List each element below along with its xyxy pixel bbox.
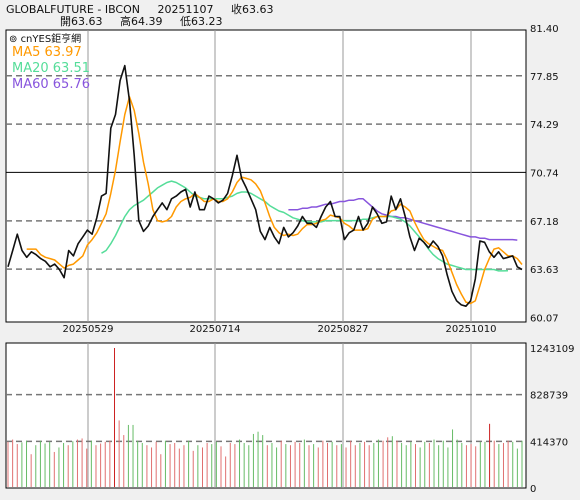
volume-y-tick: 0 — [530, 484, 536, 495]
volume-panel — [5, 342, 527, 489]
price-panel — [5, 29, 527, 323]
price-x-tick: 20250714 — [190, 324, 241, 335]
series-line-ma60 — [288, 198, 518, 241]
symbol-text: GLOBALFUTURE - IBCON — [6, 3, 140, 16]
price-y-tick: 81.40 — [530, 24, 559, 35]
legend-entry: MA60 65.76 — [12, 77, 90, 92]
price-lines — [7, 64, 523, 307]
volume-grid — [6, 343, 526, 488]
price-y-tick: 67.18 — [530, 217, 559, 228]
low-text: 低63.23 — [179, 15, 223, 28]
price-y-tick: 60.07 — [530, 314, 559, 325]
header-line-2: 開63.63 高64.39 低63.23 — [60, 13, 222, 29]
price-y-tick: 63.63 — [530, 265, 559, 276]
volume-y-axis: 1243109 828739 414370 0 — [530, 344, 575, 495]
date-text: 20251107 — [157, 3, 214, 16]
header-line-1: GLOBALFUTURE - IBCON 20251107 收63.63 — [6, 1, 273, 17]
brand-logo: ⊚ cnYES鉅亨網 — [9, 32, 81, 45]
price-y-axis: 81.40 77.85 74.29 70.74 67.18 63.63 60.07 — [530, 24, 559, 325]
close-text: 收63.63 — [230, 3, 274, 16]
price-y-tick: 77.85 — [530, 72, 559, 83]
price-grid — [6, 30, 526, 322]
price-x-tick: 20251010 — [446, 324, 497, 335]
legend-entry: MA20 63.51 — [12, 61, 90, 76]
legend-entry: MA5 63.97 — [12, 45, 82, 60]
series-line-close — [7, 64, 523, 307]
price-x-axis: 20250529 20250714 20250827 20251010 — [63, 324, 497, 335]
price-y-tick: 70.74 — [530, 168, 559, 179]
high-text: 高64.39 — [119, 15, 163, 28]
open-text: 開63.63 — [60, 15, 103, 28]
volume-y-tick: 414370 — [530, 437, 568, 448]
volume-bars — [7, 348, 523, 487]
volume-y-tick: 828739 — [530, 391, 568, 402]
price-x-tick: 20250529 — [63, 324, 114, 335]
price-y-tick: 74.29 — [530, 120, 559, 131]
volume-y-tick: 1243109 — [530, 344, 575, 355]
price-x-tick: 20250827 — [318, 324, 369, 335]
